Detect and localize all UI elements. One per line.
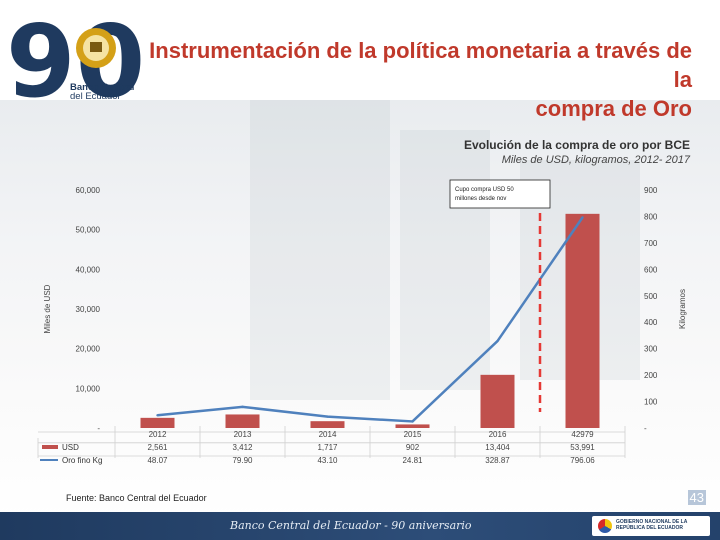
y2-axis-label: Kilogramos — [678, 289, 687, 329]
bar — [565, 213, 600, 428]
bar — [310, 421, 345, 428]
y2-tick-label: 100 — [644, 398, 658, 407]
y2-tick-label: 800 — [644, 212, 658, 221]
gov-logo-text: GOBIERNO NACIONAL DE LA REPÚBLICA DEL EC… — [616, 519, 688, 531]
y2-tick-label: 400 — [644, 318, 658, 327]
data-label-usd: 902 — [406, 443, 420, 452]
logo-text-1: Banco Central — [70, 82, 134, 93]
legend-label-oro: Oro fino Kg — [62, 456, 102, 465]
y2-tick-label: 200 — [644, 371, 658, 380]
y2-tick-label: 700 — [644, 239, 658, 248]
data-label-oro: 79.90 — [232, 456, 253, 465]
annotation-text-line: millones desde nov — [455, 196, 506, 202]
line-point — [496, 339, 499, 343]
legend-label-usd: USD — [62, 443, 79, 452]
bar — [395, 424, 430, 428]
x-tick-label: 2013 — [234, 430, 252, 439]
footer-banner: Banco Central del Ecuador - 90 aniversar… — [0, 512, 720, 540]
x-tick-label: 2016 — [489, 430, 507, 439]
y2-tick-label: 600 — [644, 265, 658, 274]
logo-text-2: del Ecuador — [70, 91, 121, 100]
page-number: 43 — [687, 490, 706, 505]
data-label-usd: 53,991 — [570, 443, 595, 452]
data-label-oro: 48.07 — [147, 456, 168, 465]
logo: 90 Banco Central del Ecuador — [6, 4, 144, 100]
y2-tick-label: 300 — [644, 345, 658, 354]
slide-title-line2: compra de Oro — [535, 96, 692, 121]
bar — [225, 414, 260, 428]
y-tick-label: 40,000 — [76, 265, 101, 274]
y-tick-label: 50,000 — [76, 226, 101, 235]
line-point — [326, 415, 329, 418]
y2-tick-label: 900 — [644, 186, 658, 195]
data-label-usd: 13,404 — [485, 443, 510, 452]
x-tick-label: 42979 — [571, 430, 594, 439]
data-label-oro: 43.10 — [317, 456, 338, 465]
line-point — [156, 414, 159, 417]
y2-tick-label: 500 — [644, 292, 658, 301]
data-label-oro: 328.87 — [485, 456, 510, 465]
bar — [480, 374, 515, 428]
source-note: Fuente: Banco Central del Ecuador — [66, 493, 207, 503]
data-label-usd: 3,412 — [232, 443, 253, 452]
line-point — [411, 420, 414, 423]
slide-title: Instrumentación de la política monetaria… — [132, 36, 692, 123]
chart-subtitle: Miles de USD, kilogramos, 2012- 2017 — [501, 154, 690, 166]
logo-number: 90 — [6, 4, 144, 100]
annotation-box — [449, 179, 551, 209]
data-label-usd: 1,717 — [317, 443, 338, 452]
y-tick-label: 30,000 — [76, 305, 101, 314]
data-label-oro: 24.81 — [402, 456, 423, 465]
annotation-text-line: Cupo compra USD 50 — [455, 187, 514, 193]
line-point — [581, 216, 584, 219]
y-tick-label: 60,000 — [76, 186, 101, 195]
background-photo — [0, 100, 720, 520]
y-tick-label: 20,000 — [76, 345, 101, 354]
gov-seal-icon — [598, 519, 612, 533]
y-axis-label: Miles de USD — [43, 284, 52, 333]
footer-banner-text: Banco Central del Ecuador - 90 aniversar… — [230, 519, 472, 532]
x-tick-label: 2015 — [404, 430, 422, 439]
data-label-oro: 796.06 — [570, 456, 595, 465]
y2-tick-label: - — [644, 424, 647, 433]
x-tick-label: 2012 — [149, 430, 167, 439]
legend-swatch-usd — [42, 445, 58, 449]
x-tick-label: 2014 — [319, 430, 337, 439]
line-point — [241, 405, 244, 409]
series-line — [157, 216, 584, 423]
bar — [140, 417, 175, 428]
slide-title-line1: Instrumentación de la política monetaria… — [149, 38, 692, 92]
chart-title: Evolución de la compra de oro por BCE — [463, 138, 690, 152]
y-tick-label: - — [97, 424, 100, 433]
gov-logo: GOBIERNO NACIONAL DE LA REPÚBLICA DEL EC… — [592, 516, 710, 536]
y-tick-label: 10,000 — [76, 384, 101, 393]
data-label-usd: 2,561 — [147, 443, 168, 452]
